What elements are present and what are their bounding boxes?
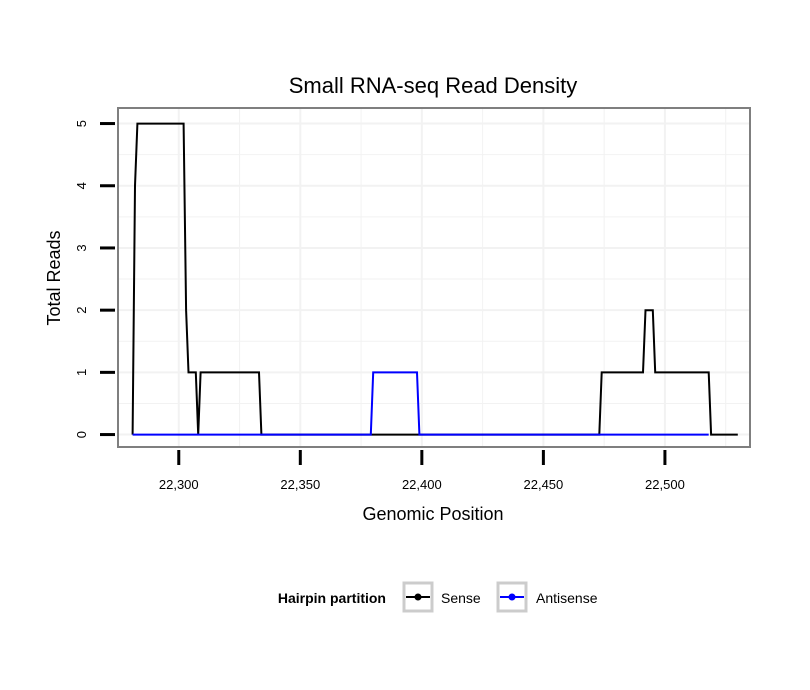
- legend-label-sense: Sense: [441, 590, 481, 606]
- series-line-sense: [131, 122, 738, 436]
- legend-item-antisense: Antisense: [496, 581, 598, 613]
- x-tick-label: 22,400: [402, 477, 442, 492]
- y-tick-label: 0: [74, 431, 89, 438]
- grid: [117, 108, 750, 447]
- y-tick-label: 1: [74, 369, 89, 376]
- series-layer: [131, 122, 738, 436]
- chart-title: Small RNA-seq Read Density: [289, 73, 578, 98]
- y-tick-label: 5: [74, 120, 89, 127]
- y-axis-label: Total Reads: [44, 230, 64, 325]
- legend-dot-antisense: [508, 593, 516, 601]
- x-axis-label: Genomic Position: [362, 504, 503, 524]
- x-axis-ticks: 22,300 22,350 22,400 22,450 22,500: [159, 450, 685, 492]
- x-tick-label: 22,300: [159, 477, 199, 492]
- x-tick-label: 22,500: [645, 477, 685, 492]
- legend: Hairpin partition Sense Antisense: [278, 581, 598, 613]
- y-tick-label: 4: [74, 182, 89, 189]
- y-tick-label: 3: [74, 244, 89, 251]
- legend-key-sense: [402, 581, 434, 613]
- plot-frame: [117, 107, 751, 448]
- legend-label-antisense: Antisense: [536, 590, 598, 606]
- legend-dot-sense: [414, 593, 422, 601]
- x-tick-label: 22,450: [524, 477, 564, 492]
- y-axis-ticks: 0 1 2 3 4 5: [74, 120, 115, 438]
- legend-item-sense: Sense: [402, 581, 481, 613]
- x-tick-label: 22,350: [280, 477, 320, 492]
- legend-key-antisense: [496, 581, 528, 613]
- series-line-antisense: [132, 371, 709, 436]
- legend-title: Hairpin partition: [278, 590, 386, 606]
- y-tick-label: 2: [74, 307, 89, 314]
